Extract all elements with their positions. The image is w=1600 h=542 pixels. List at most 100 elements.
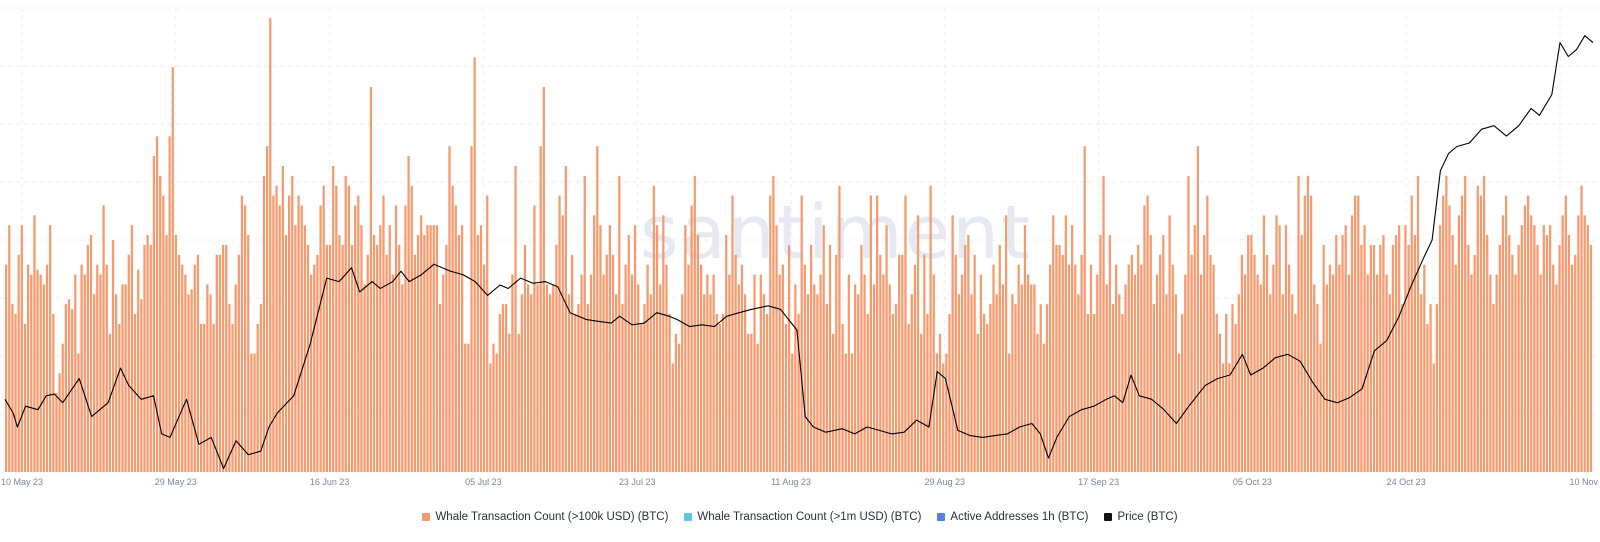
bar [404, 205, 407, 472]
bar [1574, 254, 1577, 472]
legend-item-whale-100k[interactable]: Whale Transaction Count (>100k USD) (BTC… [422, 511, 668, 523]
bar [1221, 363, 1225, 472]
bar [1347, 274, 1350, 472]
legend-label: Whale Transaction Count (>100k USD) (BTC… [435, 511, 669, 523]
bar [894, 304, 898, 472]
bar [1287, 264, 1291, 472]
bar [681, 294, 684, 472]
bar [665, 264, 668, 472]
x-tick-label: 29 Aug 23 [925, 477, 966, 487]
bar [825, 304, 828, 472]
bar [703, 294, 706, 472]
bar [1174, 294, 1178, 472]
bar [640, 323, 643, 472]
bar [1177, 353, 1181, 472]
bar [1313, 284, 1316, 472]
bar [982, 314, 986, 472]
bar [454, 205, 457, 472]
bar [1360, 244, 1363, 472]
bar [920, 333, 923, 472]
legend-item-whale-1m[interactable]: Whale Transaction Count (>1m USD) (BTC) [684, 511, 921, 523]
bar [39, 274, 42, 472]
bar [533, 205, 536, 472]
bar [1350, 215, 1354, 472]
bar [605, 254, 608, 472]
bar [1001, 284, 1005, 472]
bar [5, 264, 8, 472]
bar [1058, 244, 1061, 472]
bar [1432, 363, 1435, 472]
bar [1470, 274, 1473, 472]
bar [1099, 235, 1102, 472]
bar [495, 353, 498, 472]
bar [1256, 274, 1259, 472]
bar [1328, 264, 1332, 472]
bar [1410, 195, 1413, 472]
bar [1482, 175, 1486, 472]
bar [36, 269, 39, 472]
bar [130, 225, 134, 472]
bar [1467, 244, 1470, 472]
bar [1111, 304, 1115, 472]
bar [1045, 304, 1049, 472]
bar [712, 274, 715, 472]
bar [1253, 254, 1256, 472]
x-tick-label: 10 May 23 [1, 477, 43, 487]
bar [1096, 274, 1099, 472]
bar [1284, 225, 1288, 472]
bar [476, 235, 479, 472]
bar [769, 195, 772, 472]
bar [517, 333, 520, 472]
legend: Whale Transaction Count (>100k USD) (BTC… [0, 511, 1600, 523]
bar [61, 343, 64, 472]
bar [800, 195, 803, 472]
bar [473, 57, 476, 473]
bar [599, 225, 602, 472]
bar [1322, 244, 1325, 472]
bar [652, 185, 656, 472]
bar [460, 225, 464, 472]
bar [1127, 264, 1130, 472]
bar [1366, 274, 1369, 472]
bar [964, 244, 967, 472]
bar [152, 156, 156, 472]
bar [511, 274, 514, 472]
bar [1168, 215, 1171, 472]
bar [426, 225, 429, 472]
bar [489, 363, 492, 472]
bar [1454, 264, 1457, 472]
bar [316, 254, 319, 472]
bar [841, 323, 844, 472]
bar [376, 244, 379, 472]
bar [111, 240, 115, 472]
bar [1369, 244, 1372, 472]
bar [888, 284, 891, 472]
bar [1130, 254, 1133, 472]
bar [1300, 235, 1303, 472]
bar [580, 274, 583, 472]
bar [973, 254, 976, 472]
bar [492, 343, 495, 472]
bar [756, 343, 759, 472]
bar [1089, 264, 1093, 472]
x-axis: 10 May 23 29 May 23 16 Jun 23 05 Jul 23 23 J… [1, 477, 1599, 487]
legend-item-price[interactable]: Price (BTC) [1104, 511, 1178, 523]
bar [1083, 146, 1086, 472]
bar [643, 304, 646, 472]
bar [743, 294, 747, 472]
bar [1533, 225, 1536, 472]
bar [228, 304, 231, 472]
bar [602, 274, 605, 472]
bar [872, 284, 876, 472]
bar [891, 314, 894, 472]
bar [813, 284, 816, 472]
bar [14, 314, 17, 472]
bar [1338, 264, 1341, 472]
bar [731, 195, 734, 472]
bar [1278, 225, 1281, 472]
bar [319, 205, 322, 472]
bar [435, 225, 439, 472]
legend-item-active-addresses[interactable]: Active Addresses 1h (BTC) [937, 511, 1088, 523]
bar [394, 205, 398, 472]
bar [196, 254, 200, 472]
